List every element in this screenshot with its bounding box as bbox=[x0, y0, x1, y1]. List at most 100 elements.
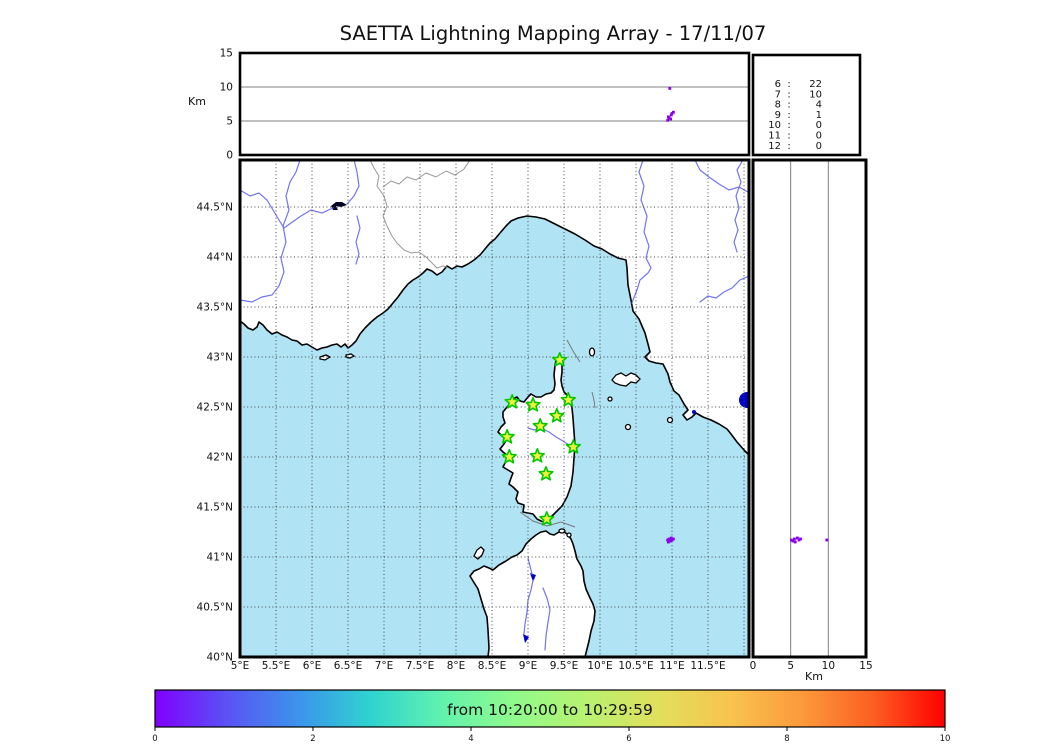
lat-tick-41.5: 41.5°N bbox=[197, 502, 233, 514]
stats-colon-10: : bbox=[787, 120, 790, 131]
lon-tick-9.5: 9.5°E bbox=[550, 660, 579, 672]
map-frame bbox=[238, 158, 751, 659]
right-panel-sources bbox=[790, 536, 829, 544]
capraia-island bbox=[588, 347, 596, 357]
lon-tick-11.5: 11.5°E bbox=[690, 660, 725, 672]
lat-tick-41: 41°N bbox=[207, 552, 233, 564]
right-panel-bg bbox=[753, 160, 866, 657]
orbetello-lagoon bbox=[692, 410, 696, 414]
stats-bin-6: 6 bbox=[775, 79, 781, 90]
map-tick-labels: 44.5°N 44°N 43.5°N 43°N 42.5°N 42°N 41.5°N 41°N… bbox=[197, 202, 726, 673]
station-marker-6 bbox=[532, 418, 548, 433]
top-panel-bg bbox=[240, 53, 749, 155]
lake-bolsena bbox=[739, 392, 749, 408]
stats-count-6: 22 bbox=[809, 79, 822, 90]
source-latalt-7 bbox=[799, 537, 802, 541]
lon-tick-5: 5°E bbox=[231, 660, 250, 672]
sardinia-lake-1 bbox=[530, 573, 536, 582]
station-marker-4 bbox=[560, 392, 576, 407]
source-latalt-8 bbox=[825, 538, 829, 542]
source-map-7 bbox=[672, 537, 675, 541]
stats-colon-9: : bbox=[787, 110, 790, 121]
station-marker-9 bbox=[501, 449, 517, 464]
stats-count-7: 10 bbox=[809, 89, 822, 100]
source-latalt-1 bbox=[790, 538, 793, 542]
station-marker-2 bbox=[504, 394, 520, 409]
station-marker-1 bbox=[552, 352, 568, 367]
maritime-boundaries bbox=[519, 339, 596, 528]
lon-tick-8.5: 8.5°E bbox=[478, 660, 507, 672]
top-ytick-5: 5 bbox=[226, 116, 233, 128]
stats-bin-12: 12 bbox=[768, 141, 781, 152]
pianosa-island bbox=[607, 396, 613, 402]
source-latalt-4 bbox=[796, 536, 799, 540]
top-ytick-10: 10 bbox=[220, 82, 233, 94]
colorbar-ticklabel-6: 6 bbox=[626, 734, 631, 744]
stats-bin-10: 10 bbox=[768, 120, 781, 131]
stats-panel-frame bbox=[751, 53, 862, 157]
hyeres-island-1 bbox=[319, 354, 332, 361]
right-xtick-10: 10 bbox=[822, 660, 835, 672]
right-panel-gridlines bbox=[790, 161, 829, 656]
altitude-histogram-panel: 6:227:108:49:110:011:012:0 bbox=[751, 53, 862, 157]
colorbar-ticklabel-10: 10 bbox=[940, 734, 951, 744]
source-map-1 bbox=[666, 538, 670, 542]
lat-tick-42: 42°N bbox=[207, 452, 233, 464]
station-marker-7 bbox=[499, 429, 515, 444]
right-xtick-15: 15 bbox=[859, 660, 872, 672]
lon-tick-7.5: 7.5°E bbox=[406, 660, 435, 672]
asinara-island bbox=[473, 546, 485, 560]
station-marker-12 bbox=[539, 511, 555, 526]
colorbar-label: from 10:20:00 to 10:29:59 bbox=[447, 701, 653, 719]
stats-colon-7: : bbox=[787, 89, 790, 100]
stats-colon-8: : bbox=[787, 100, 790, 111]
top-panel-sources bbox=[666, 87, 675, 122]
lon-tick-10: 10°E bbox=[587, 660, 612, 672]
top-ytick-15: 15 bbox=[220, 48, 233, 60]
lon-tick-9: 9°E bbox=[519, 660, 538, 672]
lat-tick-40: 40°N bbox=[207, 652, 233, 664]
sardinia-lake-2 bbox=[523, 634, 529, 643]
stats-colon-12: : bbox=[787, 141, 790, 152]
source-lonalt-8 bbox=[668, 87, 672, 90]
altitude-latitude-panel: 0 5 10 15 Km bbox=[750, 158, 873, 683]
stats-count-8: 4 bbox=[816, 100, 822, 111]
elba-island bbox=[611, 372, 641, 387]
stats-bin-9: 9 bbox=[775, 110, 781, 121]
lon-tick-7: 7°E bbox=[375, 660, 394, 672]
lat-tick-44.5: 44.5°N bbox=[197, 202, 233, 214]
maddalena-island bbox=[558, 528, 566, 534]
map-content bbox=[240, 160, 749, 657]
lat-tick-43.5: 43.5°N bbox=[197, 302, 233, 314]
lon-tick-11: 11°E bbox=[659, 660, 684, 672]
lat-tick-40.5: 40.5°N bbox=[197, 602, 233, 614]
sardinia-coastline bbox=[469, 530, 596, 657]
source-latalt-6 bbox=[793, 540, 797, 544]
stats-count-9: 1 bbox=[816, 110, 822, 121]
top-panel-ylabel: Km bbox=[188, 95, 206, 108]
page-title: SAETTA Lightning Mapping Array - 17/11/0… bbox=[340, 22, 767, 45]
stats-count-11: 0 bbox=[816, 131, 822, 142]
time-colorbar: from 10:20:00 to 10:29:59 0 2 4 6 8 10 bbox=[152, 689, 950, 744]
right-xtick-5: 5 bbox=[787, 660, 794, 672]
map-lightning-sources bbox=[666, 536, 675, 544]
station-marker-11 bbox=[538, 466, 554, 481]
source-map-4 bbox=[669, 536, 673, 540]
stats-count-12: 0 bbox=[816, 141, 822, 152]
top-ytick-0: 0 bbox=[226, 150, 233, 162]
right-panel-tick-labels: 0 5 10 15 bbox=[750, 660, 873, 672]
lon-tick-8: 8°E bbox=[447, 660, 466, 672]
lat-tick-44: 44°N bbox=[207, 252, 233, 264]
source-lonalt-1 bbox=[666, 118, 670, 122]
lon-tick-5.5: 5.5°E bbox=[262, 660, 291, 672]
source-lonalt-6 bbox=[667, 115, 670, 119]
colorbar-tick-labels: 0 2 4 6 8 10 bbox=[152, 727, 950, 744]
top-panel-gridlines bbox=[241, 86, 748, 122]
maddalena-island-2 bbox=[566, 532, 572, 538]
lat-tick-42.5: 42.5°N bbox=[197, 402, 233, 414]
station-marker-8 bbox=[565, 439, 581, 454]
station-markers bbox=[499, 352, 581, 526]
lake-serre-poncon bbox=[331, 202, 347, 210]
